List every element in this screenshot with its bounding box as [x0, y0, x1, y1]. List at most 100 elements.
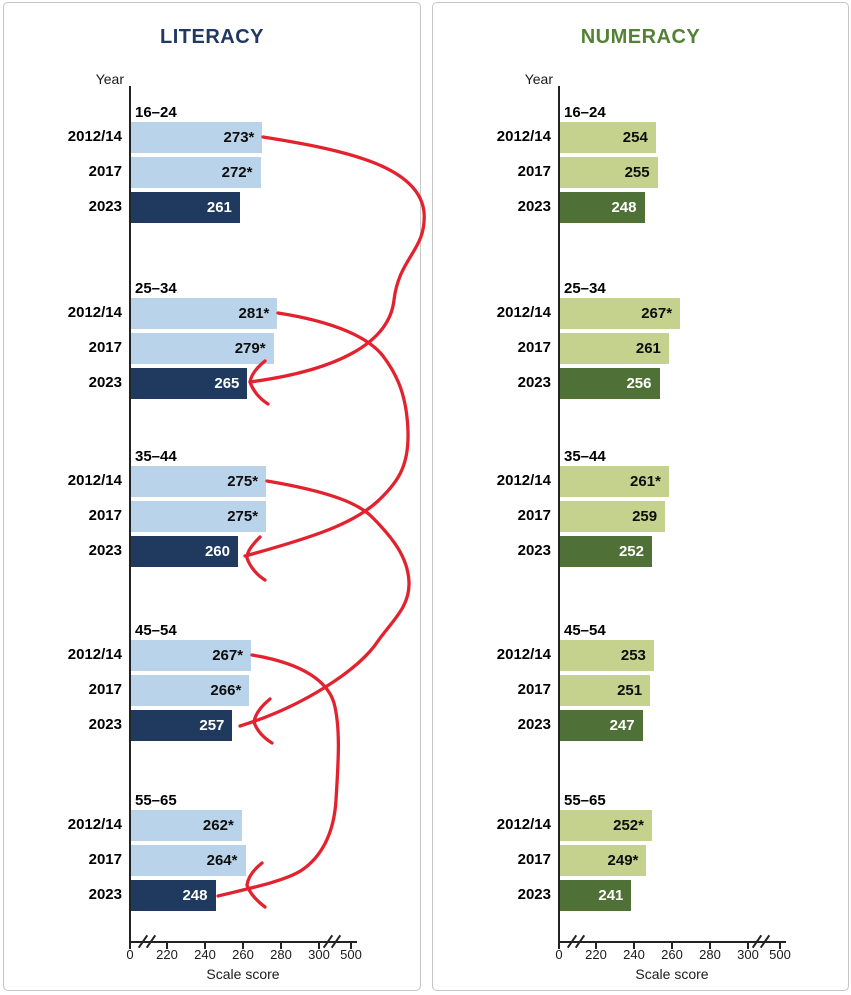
age-group-label: 35–44 [135, 448, 177, 465]
bar-value-label: 248 [182, 887, 208, 904]
x-tick-label: 240 [623, 947, 645, 962]
bar-value-label: 267* [641, 305, 673, 322]
x-tick-label: 300 [737, 947, 759, 962]
year-label: 2012/14 [496, 646, 551, 663]
x-tick-label: 220 [156, 947, 178, 962]
bar-lit-16-24-2023: 261 [131, 192, 240, 223]
year-label: 2012/14 [67, 128, 122, 145]
year-label: 2023 [88, 374, 122, 391]
bar-value-label: 252* [613, 817, 644, 834]
bar-value-label: 272* [221, 164, 253, 181]
bar-value-label: 255 [624, 164, 650, 181]
bar-value-label: 247 [609, 717, 635, 734]
age-group-label: 55–65 [135, 792, 177, 809]
year-label: 2012/14 [67, 304, 122, 321]
x-tick-label: 0 [555, 947, 563, 962]
year-label: 2023 [88, 198, 122, 215]
year-label: 2012/14 [496, 128, 551, 145]
bar-value-label: 251 [617, 682, 643, 699]
x-tick-label: 300 [308, 947, 330, 962]
x-axis-tick [558, 943, 560, 949]
year-label: 2023 [517, 542, 551, 559]
age-group-label: 25–34 [564, 280, 606, 297]
bar-value-label: 249* [607, 852, 639, 869]
bar-num-35-44-2012-14: 261* [560, 466, 669, 497]
x-tick-label: 500 [769, 947, 791, 962]
year-label: 2017 [517, 851, 551, 868]
y-axis-line [558, 86, 560, 943]
y-axis-title: Year [95, 71, 124, 87]
bar-num-25-34-2023: 256 [560, 368, 660, 399]
y-axis-line [129, 86, 131, 943]
x-tick-label: 220 [585, 947, 607, 962]
bar-value-label: 252 [618, 543, 644, 560]
bar-value-label: 261* [630, 473, 661, 490]
x-axis-tick [166, 943, 168, 949]
bar-num-35-44-2017: 259 [560, 501, 666, 532]
x-tick-label: 260 [232, 947, 254, 962]
bar-value-label: 265 [214, 375, 240, 392]
x-axis-tick [709, 943, 711, 949]
bar-value-label: 256 [626, 375, 652, 392]
bar-num-35-44-2023: 252 [560, 536, 652, 567]
bar-value-label: 260 [204, 543, 230, 560]
bar-value-label: 259 [632, 508, 658, 525]
x-axis-tick [350, 943, 352, 949]
age-group-label: 55–65 [564, 792, 606, 809]
bar-value-label: 253 [620, 647, 646, 664]
year-label: 2017 [88, 339, 122, 356]
x-axis-title: Scale score [635, 966, 709, 982]
bar-num-55-65-2017: 249* [560, 845, 647, 876]
year-label: 2012/14 [67, 472, 122, 489]
year-label: 2023 [517, 198, 551, 215]
year-label: 2017 [88, 681, 122, 698]
bar-lit-55-65-2023: 248 [131, 880, 216, 911]
age-group-label: 25–34 [135, 280, 177, 297]
year-label: 2012/14 [496, 304, 551, 321]
x-tick-label: 0 [126, 947, 134, 962]
year-label: 2017 [517, 163, 551, 180]
bar-lit-35-44-2023: 260 [131, 536, 238, 567]
year-label: 2017 [517, 339, 551, 356]
bar-num-16-24-2017: 255 [560, 157, 658, 188]
numeracy-title: NUMERACY [580, 26, 701, 48]
year-label: 2023 [88, 716, 122, 733]
year-label: 2017 [517, 681, 551, 698]
year-label: 2012/14 [496, 472, 551, 489]
year-label: 2012/14 [67, 646, 122, 663]
bar-value-label: 261 [206, 199, 232, 216]
bar-num-45-54-2017: 251 [560, 675, 651, 706]
year-label: 2023 [517, 374, 551, 391]
bar-value-label: 273* [223, 129, 255, 146]
x-axis-tick [204, 943, 206, 949]
bar-num-25-34-2017: 261 [560, 333, 669, 364]
bar-value-label: 254 [622, 129, 648, 146]
x-axis-tick [633, 943, 635, 949]
bar-value-label: 241 [598, 887, 624, 904]
x-axis-tick [747, 943, 749, 949]
year-label: 2023 [517, 716, 551, 733]
bar-lit-16-24-2017: 272* [131, 157, 261, 188]
bar-lit-25-34-2023: 265 [131, 368, 248, 399]
x-tick-label: 240 [194, 947, 216, 962]
bar-num-25-34-2012-14: 267* [560, 298, 681, 329]
x-axis-tick [280, 943, 282, 949]
bar-value-label: 248 [611, 199, 637, 216]
x-axis-line [129, 941, 357, 943]
age-group-label: 45–54 [564, 622, 606, 639]
age-group-label: 16–24 [135, 104, 177, 121]
year-label: 2012/14 [496, 816, 551, 833]
y-axis-title: Year [524, 71, 553, 87]
bar-num-45-54-2012-14: 253 [560, 640, 654, 671]
year-label: 2017 [88, 851, 122, 868]
year-label: 2023 [88, 886, 122, 903]
bar-num-55-65-2023: 241 [560, 880, 632, 911]
bar-num-45-54-2023: 247 [560, 710, 643, 741]
x-axis-line [558, 941, 786, 943]
age-group-label: 35–44 [564, 448, 606, 465]
year-label: 2017 [517, 507, 551, 524]
literacy-title: LITERACY [160, 26, 264, 48]
x-tick-label: 280 [699, 947, 721, 962]
